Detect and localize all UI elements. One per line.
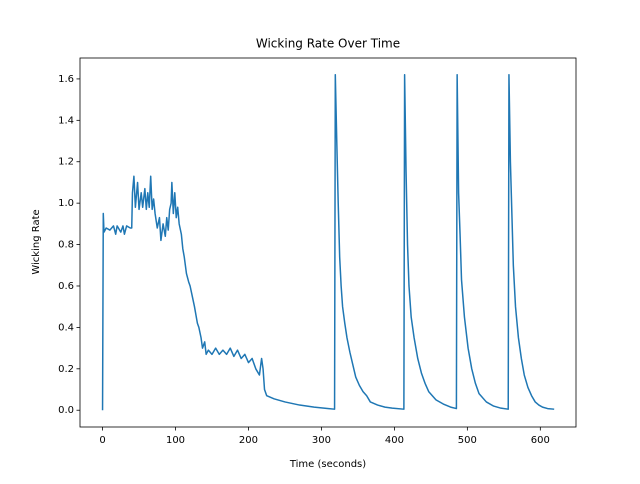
- y-tick-label: 1.6: [58, 74, 74, 85]
- y-tick-label: 0.4: [58, 322, 74, 333]
- y-axis-label: Wicking Rate: [31, 209, 42, 274]
- y-tick-label: 0.8: [58, 240, 74, 251]
- x-tick-label: 400: [385, 435, 404, 446]
- x-tick-label: 300: [312, 435, 331, 446]
- x-tick-label: 0: [99, 435, 105, 446]
- plot-frame: [79, 57, 577, 428]
- data-line: [101, 74, 555, 411]
- y-tick-label: 1.2: [58, 157, 74, 168]
- y-tick-label: 1.0: [58, 198, 74, 209]
- y-tick-label: 0.0: [58, 405, 74, 416]
- x-axis-label: Time (seconds): [289, 459, 366, 470]
- x-tick-label: 200: [239, 435, 258, 446]
- y-tick-label: 0.2: [58, 364, 74, 375]
- x-tick-label: 600: [531, 435, 550, 446]
- x-tick-label: 100: [166, 435, 185, 446]
- y-tick-label: 0.6: [58, 281, 74, 292]
- x-tick-label: 500: [458, 435, 477, 446]
- chart-title: Wicking Rate Over Time: [256, 37, 400, 51]
- y-tick-label: 1.4: [58, 115, 74, 126]
